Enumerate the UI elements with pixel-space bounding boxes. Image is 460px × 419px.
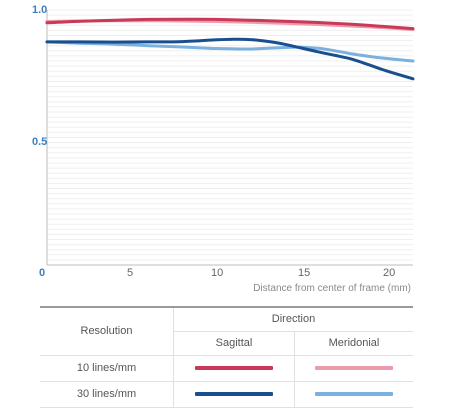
x-tick-label-15: 15 bbox=[298, 267, 310, 279]
x-tick-label-10: 10 bbox=[211, 267, 223, 279]
legend-resolution-header: Resolution bbox=[40, 306, 174, 356]
legend-sagittal-header: Sagittal bbox=[173, 331, 295, 356]
legend-table: Resolution Direction Sagittal Meridonial… bbox=[40, 306, 413, 408]
legend-swatch-m10 bbox=[315, 366, 393, 370]
y-tick-label-3: 0 bbox=[39, 267, 45, 279]
series-group bbox=[45, 17, 415, 81]
mtf-chart: 1.0 0.5 0 5 10 15 20 Distance from cente… bbox=[32, 4, 415, 294]
legend-swatch-s30 bbox=[195, 392, 273, 396]
legend-swatch-m30 bbox=[315, 392, 393, 396]
tick-labels: 1.0 0.5 0 5 10 15 20 bbox=[32, 4, 395, 279]
legend-meridonial-header: Meridonial bbox=[294, 331, 413, 356]
y-tick-label-1: 1.0 bbox=[32, 4, 47, 16]
legend-direction-header: Direction bbox=[173, 306, 413, 332]
legend-row-30-label: 30 lines/mm bbox=[40, 381, 174, 408]
x-tick-label-5: 5 bbox=[127, 267, 133, 279]
series-line-30-sagittal bbox=[45, 37, 415, 81]
x-tick-label-20: 20 bbox=[383, 267, 395, 279]
y-tick-label-2: 0.5 bbox=[32, 136, 47, 148]
series-line-30-meridonial bbox=[45, 40, 415, 63]
legend-cell-m10 bbox=[294, 355, 413, 382]
legend-cell-m30 bbox=[294, 381, 413, 408]
series-line-10-sagittal bbox=[45, 17, 415, 31]
x-axis-label: Distance from center of frame (mm) bbox=[253, 283, 411, 294]
legend-swatch-s10 bbox=[195, 366, 273, 370]
legend-cell-s10 bbox=[173, 355, 295, 382]
legend-row-10-label: 10 lines/mm bbox=[40, 355, 174, 382]
legend-cell-s30 bbox=[173, 381, 295, 408]
